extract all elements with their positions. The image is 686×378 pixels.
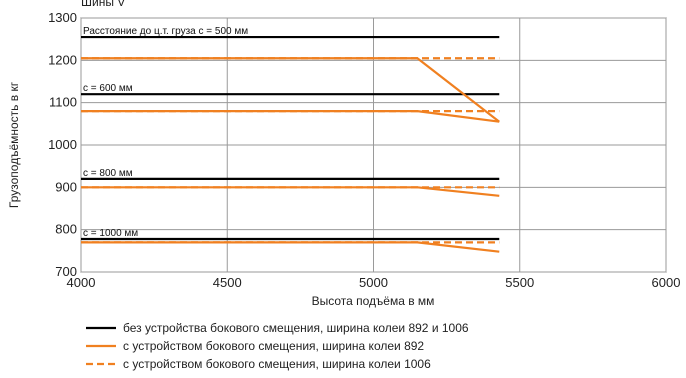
series-2-line xyxy=(81,241,500,253)
legend-label: без устройства бокового смещения, ширина… xyxy=(123,321,469,335)
legend-label: с устройством бокового смещения, ширина … xyxy=(123,357,431,371)
y-tick-label: 900 xyxy=(55,179,77,194)
series-layer xyxy=(81,35,500,253)
annotations: Расстояние до ц.т. груза c = 500 мм c = 6… xyxy=(83,26,248,239)
ticks: 4000 4500 5000 5500 6000 700 800 900 1000 1100 120… xyxy=(48,10,680,290)
annotation-label: Расстояние до ц.т. груза c = 500 мм xyxy=(83,26,248,37)
legend: без устройства бокового смещения, ширина… xyxy=(86,321,469,371)
y-tick-label: 1200 xyxy=(48,52,77,67)
y-tick-label: 700 xyxy=(55,264,77,279)
x-tick-label: 4000 xyxy=(67,275,96,290)
y-tick-label: 1000 xyxy=(48,137,77,152)
series-2-line xyxy=(81,110,500,123)
annotation-label: c = 1000 мм xyxy=(83,228,138,239)
x-axis-title: Высота подъёма в мм xyxy=(312,294,435,308)
annotation-label: c = 800 мм xyxy=(83,168,133,179)
x-tick-label: 4500 xyxy=(213,275,242,290)
legend-label: с устройством бокового смещения, ширина … xyxy=(123,339,424,353)
y-tick-label: 1300 xyxy=(48,10,77,25)
y-axis-title: Грузоподъёмность в кг xyxy=(7,81,21,208)
x-tick-label: 5500 xyxy=(505,275,534,290)
y-tick-label: 800 xyxy=(55,222,77,237)
annotation-label: c = 600 мм xyxy=(83,83,133,94)
y-tick-label: 1100 xyxy=(49,95,77,110)
x-tick-label: 6000 xyxy=(652,275,681,290)
grid xyxy=(80,17,667,273)
chart-title: Шины V xyxy=(81,0,125,9)
x-tick-label: 5000 xyxy=(359,275,388,290)
series-2-line xyxy=(81,186,500,197)
